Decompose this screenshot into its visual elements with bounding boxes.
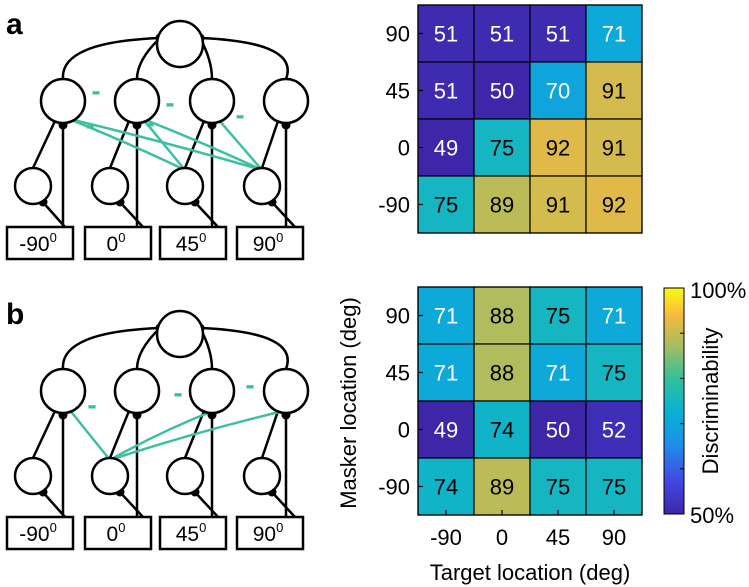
cell-value-label: 91 <box>602 79 626 104</box>
cell-value-label: 91 <box>602 136 626 161</box>
cell-value-label: 91 <box>546 193 570 218</box>
bottom-to-mid-connection <box>185 121 204 168</box>
cell-value-label: 70 <box>546 79 570 104</box>
inhibition-mark: - <box>91 75 100 106</box>
input-neuron <box>15 168 51 204</box>
cell-value-label: 52 <box>602 418 626 443</box>
inhibition-mark: - <box>165 87 174 118</box>
inhibition-mark: - <box>173 377 182 408</box>
heatmap-a: 51 51 51 71 51 50 70 91 49 75 92 91 75 89 91 92 90 45 0 -90 <box>378 5 642 233</box>
inhibition-mark: - <box>85 109 94 140</box>
x-tick-label: 90 <box>602 525 626 550</box>
cell-value-label: 89 <box>490 475 514 500</box>
panel-a-label: a <box>6 8 23 41</box>
y-tick-label: 0 <box>398 136 410 161</box>
cell-value-label: 75 <box>602 361 626 386</box>
colorbar-min-label: 50% <box>690 503 734 528</box>
bottom-to-mid-connection <box>262 411 278 458</box>
hidden-neuron <box>115 369 159 413</box>
network-diagram-b: - - - -900 00 450 900 <box>7 311 308 549</box>
top-to-mid-connection <box>200 328 288 369</box>
bottom-to-mid-connection <box>33 121 55 168</box>
y-tick-label: 90 <box>386 304 410 329</box>
bottom-to-mid-connection <box>262 121 278 168</box>
cell-value-label: 51 <box>490 22 514 47</box>
input-neuron <box>92 168 128 204</box>
hidden-neuron <box>264 79 308 123</box>
cell-value-label: 88 <box>490 304 514 329</box>
cell-value-label: 50 <box>490 79 514 104</box>
inhibition-mark: - <box>245 369 254 400</box>
colorbar-title: Discriminability <box>698 328 723 475</box>
cell-value-label: 75 <box>546 475 570 500</box>
cell-value-label: 50 <box>546 418 570 443</box>
hidden-neuron <box>115 79 159 123</box>
cell-value-label: 74 <box>490 418 514 443</box>
y-tick-label: 45 <box>386 361 410 386</box>
cell-value-label: 49 <box>434 418 458 443</box>
y-axis-title: Masker location (deg) <box>336 297 361 509</box>
cell-value-label: 51 <box>434 22 458 47</box>
cell-value-label: 51 <box>434 79 458 104</box>
inhibition-mark: - <box>235 99 244 130</box>
heatmap-b: 71 88 75 71 71 88 71 75 49 74 50 52 74 89 75 75 90 45 0 -90… <box>378 287 642 550</box>
colorbar-gradient <box>664 288 684 514</box>
colorbar: 100% 50% Discriminability <box>664 278 746 528</box>
panel-b-label: b <box>6 298 24 331</box>
cell-value-label: 71 <box>602 304 626 329</box>
cell-value-label: 92 <box>546 136 570 161</box>
y-tick-label: 0 <box>398 418 410 443</box>
input-neuron <box>167 458 203 494</box>
output-neuron <box>157 21 203 67</box>
y-tick-label: 45 <box>386 79 410 104</box>
inhibition-mark: - <box>87 389 96 420</box>
top-to-mid-connection <box>63 328 160 369</box>
cell-value-label: 75 <box>490 136 514 161</box>
cell-value-label: 51 <box>546 22 570 47</box>
top-to-mid-connection <box>200 38 288 79</box>
y-tick-label: -90 <box>378 193 410 218</box>
x-axis-title: Target location (deg) <box>430 560 631 585</box>
cell-value-label: 75 <box>546 304 570 329</box>
input-neuron <box>244 458 280 494</box>
cell-value-label: 71 <box>434 304 458 329</box>
hidden-neuron <box>190 369 234 413</box>
input-neuron <box>244 168 280 204</box>
cell-value-label: 92 <box>602 193 626 218</box>
colorbar-max-label: 100% <box>690 278 746 303</box>
hidden-neuron <box>41 369 85 413</box>
cell-value-label: 88 <box>490 361 514 386</box>
y-tick-label: -90 <box>378 475 410 500</box>
cell-value-label: 74 <box>434 475 458 500</box>
hidden-neuron <box>190 79 234 123</box>
network-diagram-a: ---- --900 00 450 900 <box>7 21 308 259</box>
input-neuron <box>167 168 203 204</box>
cell-value-label: 71 <box>546 361 570 386</box>
x-tick-label: -90 <box>430 525 462 550</box>
cell-value-label: 89 <box>490 193 514 218</box>
cell-value-label: 71 <box>602 22 626 47</box>
x-tick-label: 45 <box>546 525 570 550</box>
output-neuron <box>157 311 203 357</box>
top-to-mid-connection <box>63 38 160 79</box>
y-tick-label: 90 <box>386 22 410 47</box>
cell-value-label: 75 <box>602 475 626 500</box>
bottom-to-mid-connection <box>110 121 129 168</box>
cell-value-label: 49 <box>434 136 458 161</box>
input-neuron <box>92 458 128 494</box>
bottom-to-mid-connection <box>33 411 55 458</box>
input-neuron <box>15 458 51 494</box>
cell-value-label: 75 <box>434 193 458 218</box>
hidden-neuron <box>264 369 308 413</box>
x-tick-label: 0 <box>496 525 508 550</box>
cell-value-label: 71 <box>434 361 458 386</box>
hidden-neuron <box>41 79 85 123</box>
